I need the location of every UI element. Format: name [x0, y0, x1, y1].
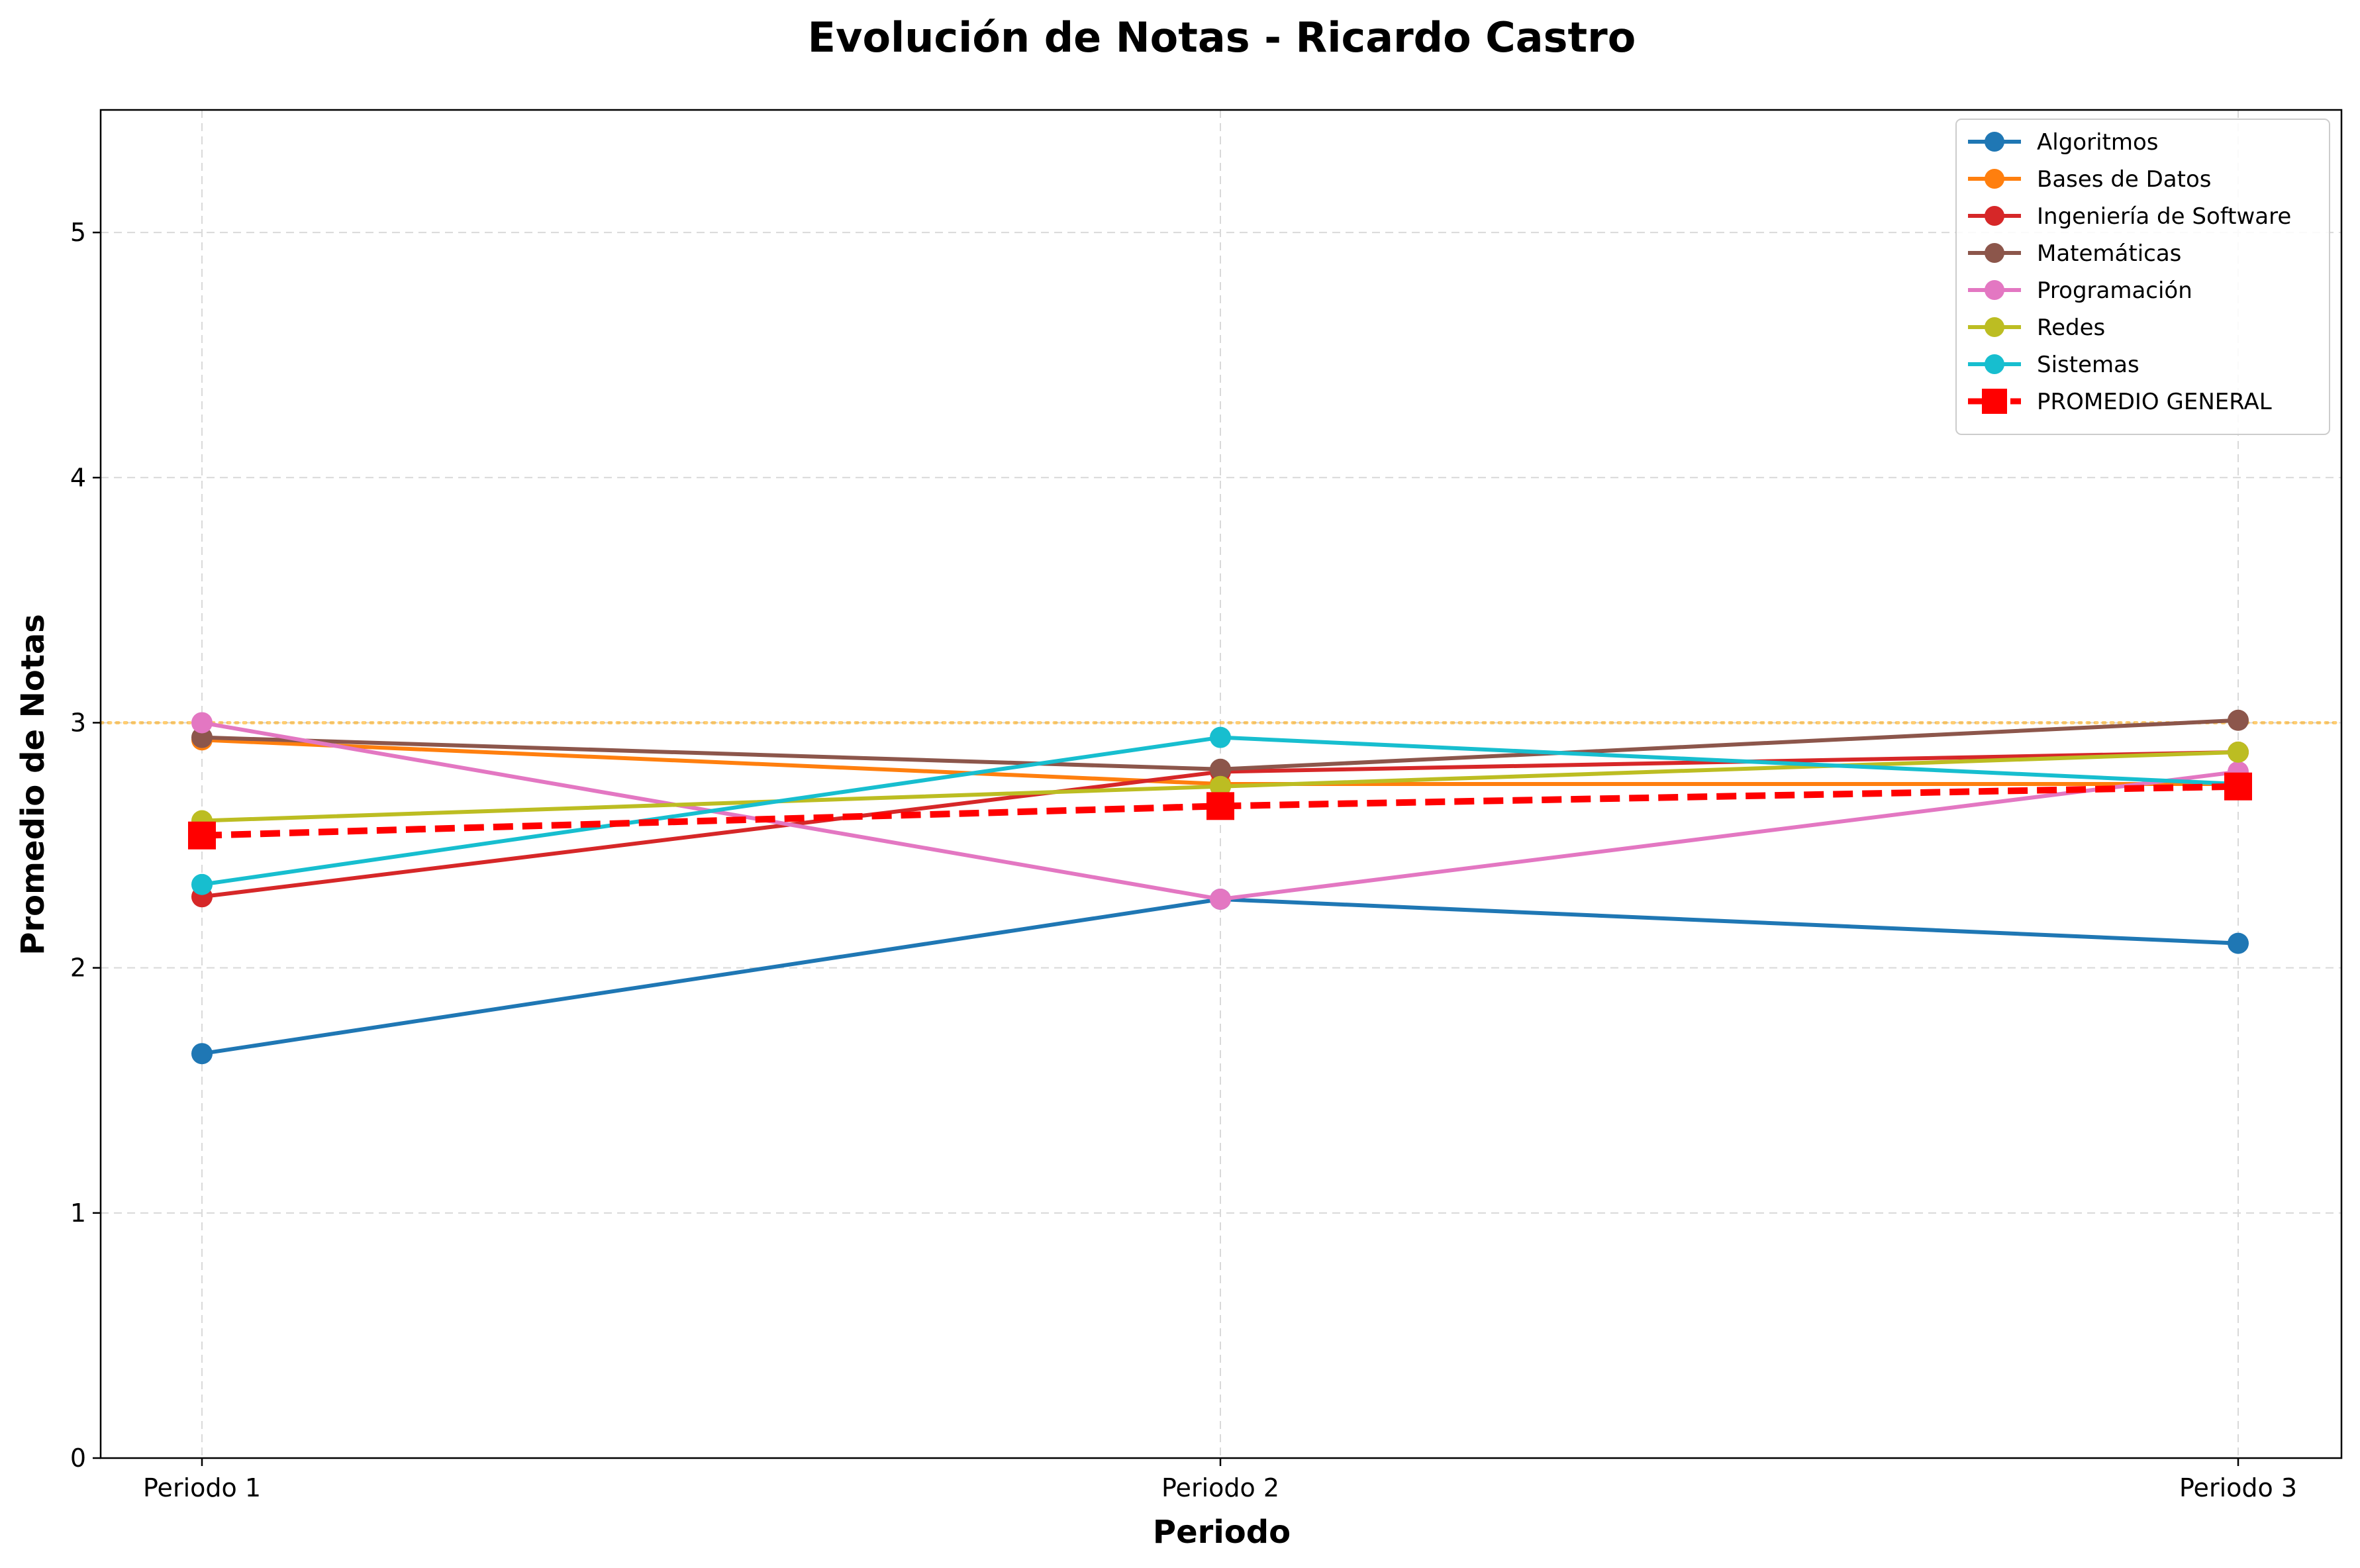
legend-swatch-marker-4: [1985, 280, 2004, 300]
legend-item-7: PROMEDIO GENERAL: [1968, 389, 2272, 415]
data-point-0-2: [2228, 932, 2249, 954]
legend-swatch-marker-5: [1985, 317, 2004, 337]
chart-title: Evolución de Notas - Ricardo Castro: [808, 13, 1636, 62]
legend-label-5: Redes: [2037, 315, 2105, 341]
legend-swatch-marker-2: [1985, 206, 2004, 226]
legend-item-2: Ingeniería de Software: [1968, 203, 2291, 230]
legend-box: [1955, 119, 2330, 435]
legend-item-0: Algoritmos: [1968, 129, 2158, 156]
series-layer: [188, 709, 2252, 1065]
legend-label-2: Ingeniería de Software: [2037, 203, 2291, 230]
series-line-7: [201, 783, 2239, 839]
x-axis-ticks: Periodo 1 Periodo 2 Periodo 3: [143, 1458, 2297, 1502]
data-point-7-1: [1206, 792, 1234, 820]
legend-label-4: Programación: [2037, 277, 2192, 304]
x-tick-label-0: Periodo 1: [143, 1473, 261, 1502]
y-axis-ticks: 0 1 2 3 4 5: [70, 218, 101, 1473]
data-point-5-1: [1210, 775, 1231, 797]
data-point-3-1: [1210, 758, 1231, 780]
y-axis-label: Promedio de Notas: [15, 614, 52, 956]
legend-swatch-marker-6: [1985, 354, 2004, 374]
y-tick-label-3: 3: [70, 708, 86, 737]
data-point-0-0: [191, 1043, 213, 1065]
data-point-4-1: [1210, 888, 1231, 910]
legend-item-3: Matemáticas: [1968, 240, 2181, 267]
series-7: [188, 772, 2252, 850]
legend-swatch-marker-3: [1985, 243, 2004, 263]
legend-item-6: Sistemas: [1968, 352, 2139, 378]
legend-label-0: Algoritmos: [2037, 129, 2158, 156]
legend-swatch-marker-0: [1985, 132, 2004, 152]
x-axis-label: Periodo: [1153, 1514, 1291, 1551]
y-tick-label-4: 4: [70, 463, 86, 492]
data-point-4-0: [191, 712, 213, 734]
y-tick-label-5: 5: [70, 218, 86, 247]
data-point-3-2: [2228, 709, 2249, 731]
legend: Algoritmos Bases de Datos Ingeniería de So…: [1955, 119, 2330, 435]
series-3: [191, 709, 2249, 780]
y-tick-label-2: 2: [70, 954, 86, 983]
legend-item-1: Bases de Datos: [1968, 166, 2211, 193]
legend-label-3: Matemáticas: [2037, 240, 2181, 267]
legend-item-5: Redes: [1968, 315, 2105, 341]
data-point-3-0: [191, 726, 213, 748]
data-point-6-1: [1210, 726, 1231, 748]
data-point-5-2: [2228, 741, 2249, 763]
y-tick-label-1: 1: [70, 1199, 86, 1228]
legend-label-1: Bases de Datos: [2037, 166, 2211, 193]
x-tick-label-2: Periodo 3: [2179, 1473, 2297, 1502]
legend-swatch-marker-1: [1985, 169, 2004, 189]
x-tick-label-1: Periodo 2: [1161, 1473, 1279, 1502]
legend-item-4: Programación: [1968, 277, 2192, 304]
y-tick-label-0: 0: [70, 1444, 86, 1473]
legend-swatch-marker-7: [1982, 389, 2007, 414]
data-point-7-0: [188, 821, 216, 850]
legend-label-7: PROMEDIO GENERAL: [2037, 389, 2272, 415]
data-point-7-2: [2224, 772, 2252, 801]
legend-label-6: Sistemas: [2037, 352, 2139, 378]
data-point-6-0: [191, 873, 213, 895]
